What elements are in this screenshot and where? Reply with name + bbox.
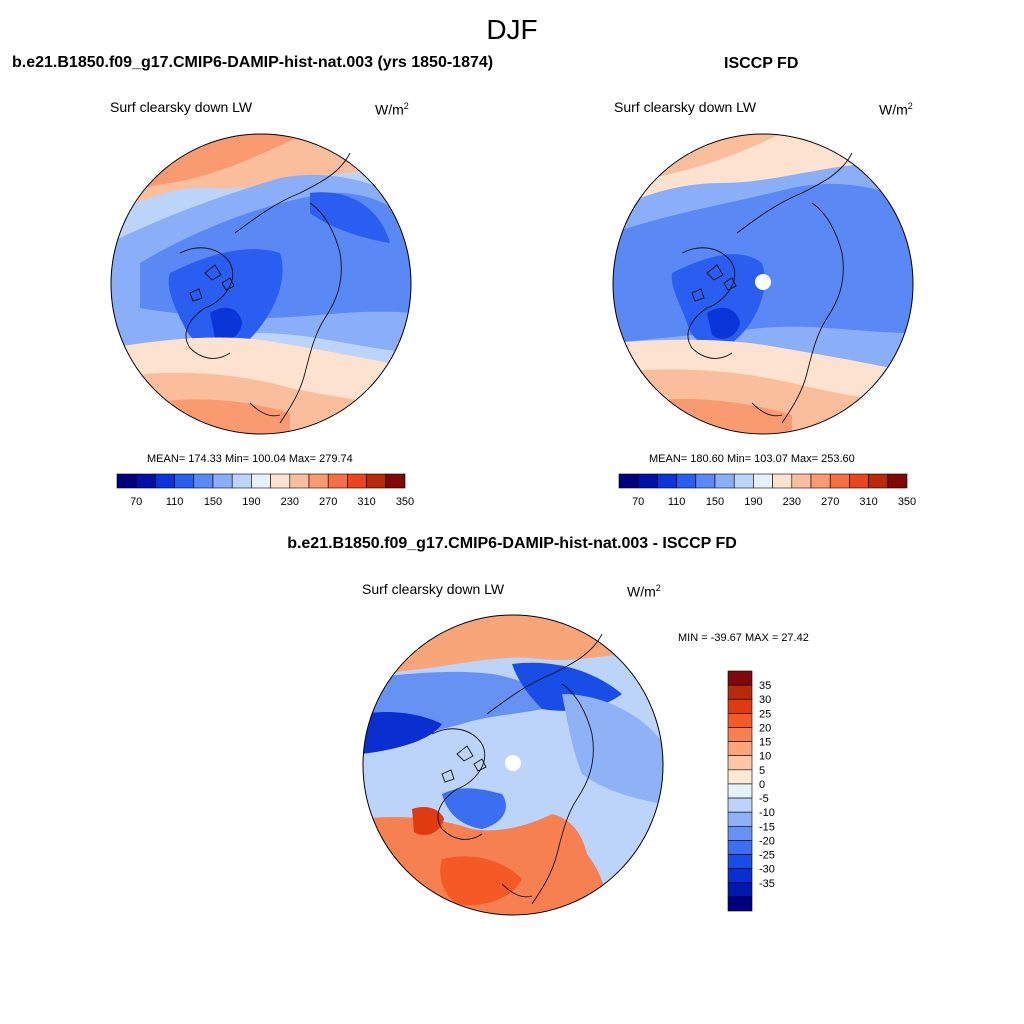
model-colorbar-label: 310 [357, 496, 375, 508]
obs-colorbar-swatch [618, 473, 639, 489]
obs-colorbar-swatch [637, 473, 658, 489]
diff-colorbar-swatch [727, 825, 753, 841]
model-variable-label: Surf clearsky down LW [110, 99, 253, 115]
diff-colorbar-swatch [727, 854, 753, 869]
diff-colorbar-swatch [727, 868, 753, 884]
obs-panel-title: ISCCP FD [724, 55, 799, 72]
diff-colorbar-swatch [727, 741, 753, 757]
obs-colorbar-swatch [829, 473, 850, 489]
model-colorbar-label: 350 [396, 496, 414, 508]
obs-colorbar-label: 230 [783, 496, 801, 508]
obs-units-label: W/m2 [879, 101, 913, 118]
model-colorbar-swatch [385, 473, 406, 489]
diff-colorbar: 35 30 25 20 15 10 5 0 -5 -10 -15 -20 -25 -30 -35 [727, 670, 775, 912]
model-colorbar-label: 110 [166, 496, 184, 508]
model-colorbar-swatch [251, 473, 271, 489]
diff-colorbar-label: 15 [759, 737, 771, 749]
obs-colorbar: 70 110 150 190 230 270 310 350 [618, 473, 916, 508]
model-panel-title: b.e21.B1850.f09_g17.CMIP6-DAMIP-hist-nat… [12, 54, 494, 71]
model-colorbar-swatch [347, 473, 367, 489]
model-colorbar-swatch [135, 473, 156, 489]
diff-colorbar-label: 30 [759, 694, 771, 706]
model-colorbar-label: 270 [319, 496, 337, 508]
diff-stats: MIN = -39.67 MAX = 27.42 [678, 632, 809, 644]
diff-colorbar-swatch [727, 713, 753, 728]
model-colorbar-swatch [366, 473, 387, 489]
obs-colorbar-swatch [887, 473, 908, 489]
model-colorbar: 70 110 150 190 230 270 310 350 [116, 473, 414, 508]
obs-colorbar-label: 110 [668, 496, 686, 508]
diff-colorbar-label: 25 [759, 708, 771, 720]
model-colorbar-swatch [174, 473, 195, 489]
diff-colorbar-swatch [727, 797, 753, 813]
diff-colorbar-swatch [727, 882, 753, 898]
obs-colorbar-swatch [772, 473, 793, 489]
diff-colorbar-label: -30 [759, 864, 775, 876]
obs-colorbar-swatch [753, 473, 773, 489]
diff-colorbar-swatch [727, 684, 753, 700]
obs-colorbar-swatch [849, 473, 869, 489]
obs-colorbar-swatch [714, 473, 735, 489]
obs-colorbar-swatch [791, 473, 812, 489]
model-colorbar-swatch [155, 473, 175, 489]
diff-colorbar-swatch [727, 727, 753, 742]
diff-colorbar-swatch [727, 769, 753, 785]
diff-colorbar-swatch [727, 670, 753, 686]
obs-colorbar-swatch [695, 473, 716, 489]
model-polar-map [110, 133, 412, 435]
obs-colorbar-label: 270 [821, 496, 839, 508]
diff-colorbar-label: -35 [759, 878, 775, 890]
diff-colorbar-label: 0 [759, 779, 765, 791]
obs-colorbar-label: 70 [632, 496, 644, 508]
diff-colorbar-label: 35 [759, 680, 771, 692]
obs-colorbar-swatch [810, 473, 831, 489]
model-colorbar-swatch [270, 473, 291, 489]
diff-colorbar-label: -5 [759, 793, 769, 805]
diff-colorbar-swatch [727, 840, 753, 855]
model-units-label: W/m2 [375, 101, 409, 118]
obs-stats: MEAN= 180.60 Min= 103.07 Max= 253.60 [649, 453, 855, 465]
model-colorbar-label: 150 [204, 496, 222, 508]
diff-colorbar-swatch [727, 755, 753, 771]
model-colorbar-label: 70 [130, 496, 142, 508]
diff-colorbar-swatch [727, 698, 753, 714]
diff-colorbar-swatch [727, 896, 753, 912]
obs-colorbar-label: 190 [744, 496, 762, 508]
obs-colorbar-swatch [676, 473, 697, 489]
model-colorbar-swatch [193, 473, 214, 489]
model-colorbar-swatch [231, 473, 252, 489]
diff-colorbar-label: 5 [759, 765, 765, 777]
diff-colorbar-label: 20 [759, 722, 771, 734]
diff-variable-label: Surf clearsky down LW [362, 581, 505, 597]
season-title: DJF [486, 14, 538, 45]
diff-polar-map [362, 614, 664, 916]
obs-colorbar-swatch [657, 473, 677, 489]
obs-variable-label: Surf clearsky down LW [614, 99, 757, 115]
diff-colorbar-label: 10 [759, 751, 771, 763]
diff-colorbar-label: -25 [759, 850, 775, 862]
model-stats: MEAN= 174.33 Min= 100.04 Max= 279.74 [147, 453, 353, 465]
model-colorbar-label: 190 [242, 496, 260, 508]
model-colorbar-swatch [327, 473, 348, 489]
obs-colorbar-label: 350 [898, 496, 916, 508]
diff-units-label: W/m2 [627, 583, 661, 600]
diff-colorbar-swatch [727, 783, 753, 799]
obs-colorbar-swatch [868, 473, 889, 489]
diff-colorbar-label: -10 [759, 807, 775, 819]
model-colorbar-swatch [289, 473, 310, 489]
obs-colorbar-label: 150 [706, 496, 724, 508]
diff-colorbar-label: -15 [759, 821, 775, 833]
diff-colorbar-label: -20 [759, 835, 775, 847]
diff-panel-title: b.e21.B1850.f09_g17.CMIP6-DAMIP-hist-nat… [287, 535, 737, 552]
diff-colorbar-swatch [727, 811, 753, 827]
model-colorbar-swatch [116, 473, 137, 489]
model-colorbar-swatch [212, 473, 233, 489]
obs-colorbar-swatch [733, 473, 754, 489]
model-colorbar-label: 230 [281, 496, 299, 508]
model-colorbar-swatch [308, 473, 329, 489]
obs-colorbar-label: 310 [859, 496, 877, 508]
obs-polar-map [612, 133, 914, 435]
